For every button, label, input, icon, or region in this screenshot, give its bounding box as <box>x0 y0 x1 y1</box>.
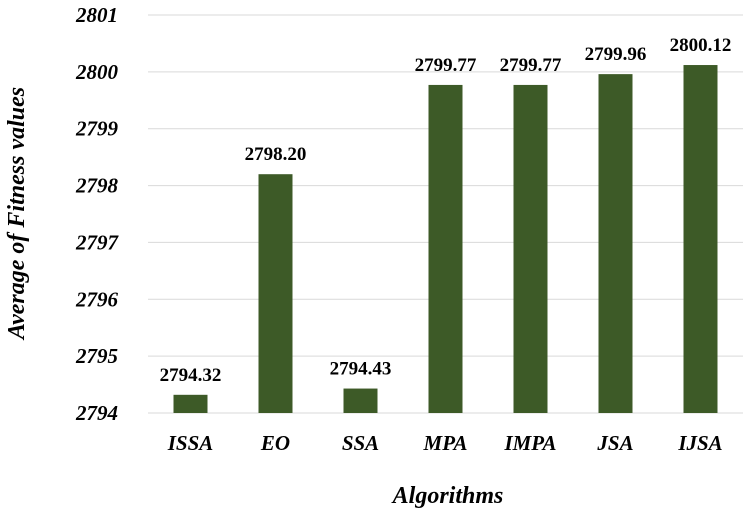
y-tick-label: 2798 <box>75 174 119 198</box>
x-category-label: JSA <box>596 431 633 455</box>
x-axis-title: Algorithms <box>391 483 504 509</box>
data-label: 2794.32 <box>160 365 222 386</box>
y-axis-title: Average of Fitness values <box>4 87 30 341</box>
x-category-label: IJSA <box>677 431 722 455</box>
bar <box>428 84 463 413</box>
bar <box>598 74 633 413</box>
x-category-label: IMPA <box>503 431 556 455</box>
y-tick-label: 2800 <box>75 60 119 84</box>
bar <box>173 394 208 413</box>
bar <box>258 174 293 413</box>
y-tick-label: 2801 <box>75 3 118 27</box>
data-label: 2800.12 <box>670 35 732 56</box>
y-tick-labels: 2794 2795 2796 2797 2798 2799 2800 2801 <box>75 3 120 425</box>
bar <box>683 65 718 413</box>
data-label: 2799.77 <box>415 55 477 76</box>
data-label: 2799.96 <box>585 44 647 65</box>
x-category-labels: ISSA EO SSA MPA IMPA JSA IJSA <box>167 431 723 455</box>
bar <box>343 388 378 413</box>
y-tick-label: 2795 <box>75 344 118 368</box>
x-category-label: SSA <box>342 431 379 455</box>
bars <box>173 65 718 413</box>
y-tick-label: 2799 <box>75 117 119 141</box>
data-label: 2798.20 <box>245 144 307 165</box>
y-tick-label: 2794 <box>75 401 118 425</box>
data-label: 2799.77 <box>500 55 562 76</box>
x-category-label: ISSA <box>167 431 214 455</box>
data-label: 2794.43 <box>330 359 392 380</box>
bar <box>513 84 548 413</box>
x-category-label: EO <box>260 431 290 455</box>
y-tick-label: 2796 <box>75 287 119 311</box>
data-labels: 2794.32 2798.20 2794.43 2799.77 2799.77 2799.… <box>160 35 732 386</box>
x-category-label: MPA <box>423 431 468 455</box>
y-tick-label: 2797 <box>75 230 120 254</box>
